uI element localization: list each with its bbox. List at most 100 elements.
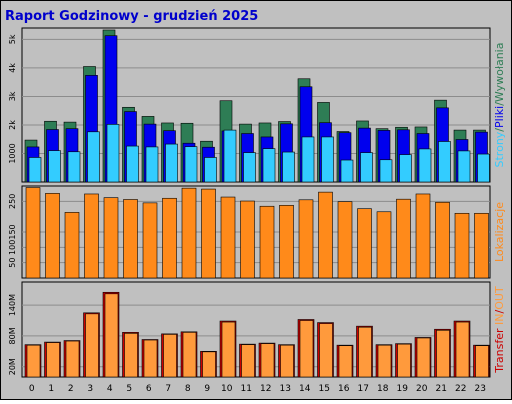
bar-locations-11: [240, 200, 255, 279]
x-tick-label: 17: [358, 384, 369, 394]
y-tick-label: 80M: [8, 327, 17, 344]
bar-locations-22: [454, 212, 470, 279]
x-tick-label: 12: [260, 384, 271, 394]
x-tick-label: 23: [475, 384, 486, 394]
y-tick-label: 140M: [8, 294, 17, 316]
bar-locations-10: [220, 196, 236, 279]
bar-files-21: [438, 141, 451, 183]
y-tick-label: 150: [8, 224, 17, 239]
bar-files-15: [321, 136, 334, 183]
bar-locations-19: [396, 198, 411, 279]
bar-transfer-out-18: [377, 344, 392, 378]
bar-transfer-out-10: [221, 321, 236, 378]
x-tick-label: 7: [165, 384, 171, 394]
bar-files-1: [48, 150, 61, 183]
bar-files-22: [457, 150, 471, 183]
bar-files-23: [477, 153, 490, 183]
bar-locations-17: [357, 208, 372, 279]
bar-locations-3: [84, 193, 99, 279]
bar-files-4: [106, 124, 120, 183]
y-tick-label: 50: [8, 258, 17, 268]
x-tick-label: 3: [87, 384, 93, 394]
y-tick-label: 20M: [8, 358, 17, 375]
x-tick-label: 16: [338, 384, 350, 394]
bar-files-8: [184, 146, 198, 183]
bar-locations-20: [415, 193, 431, 279]
bar-locations-12: [259, 205, 275, 279]
x-tick-label: 1: [48, 384, 54, 394]
x-tick-label: 14: [299, 384, 311, 394]
bar-locations-7: [162, 197, 177, 279]
bar-files-0: [28, 157, 42, 183]
x-tick-label: 22: [455, 384, 466, 394]
x-tick-label: 2: [68, 384, 74, 394]
panel-legend-label: Transfer IN/OUT: [493, 286, 506, 374]
bar-files-19: [399, 154, 412, 183]
bar-files-18: [379, 159, 393, 183]
bar-files-6: [145, 146, 159, 183]
bar-locations-8: [181, 187, 197, 279]
bar-files-2: [67, 151, 81, 183]
x-axis: 0 1 2 3 4 5 6 7 8 9 10 11 12 13 14 15 16 17 18 19 20 21 22 23: [29, 384, 486, 394]
y-tick-label: 4k: [8, 63, 17, 73]
x-tick-label: 21: [436, 384, 447, 394]
bar-files-17: [360, 152, 373, 183]
bar-transfer-out-4: [104, 293, 119, 378]
bar-locations-5: [123, 199, 138, 279]
bar-transfer-out-8: [182, 332, 197, 378]
bar-transfer-out-5: [124, 333, 138, 378]
x-tick-label: 5: [126, 384, 132, 394]
bar-locations-6: [142, 202, 158, 279]
x-tick-label: 15: [319, 384, 330, 394]
bar-files-14: [301, 136, 315, 183]
bar-transfer-out-23: [475, 345, 489, 378]
x-tick-label: 8: [185, 384, 191, 394]
bar-files-5: [126, 145, 139, 183]
panel-frame: [21, 27, 491, 183]
legend-segment: /: [493, 102, 506, 106]
bar-transfer-out-16: [338, 345, 353, 378]
legend-segment: Lokalizacje: [493, 202, 506, 262]
bar-transfer-out-15: [319, 323, 333, 378]
legend-segment: IN: [493, 313, 506, 328]
bar-transfer-out-1: [46, 342, 60, 378]
bar-files-9: [204, 157, 217, 183]
y-tick-label: 1000: [8, 143, 17, 163]
legend-segment: OUT: [493, 286, 506, 310]
panel-frame: [21, 281, 491, 378]
bar-files-10: [223, 129, 237, 183]
y-tick-label: 2k: [8, 120, 17, 130]
bar-transfer-out-20: [416, 337, 431, 378]
bar-locations-13: [279, 205, 294, 279]
bar-locations-21: [435, 201, 450, 279]
y-tick-label: 5k: [8, 34, 17, 44]
bar-transfer-out-9: [202, 351, 216, 378]
bar-transfer-out-17: [358, 326, 372, 378]
bar-transfer-out-21: [436, 329, 450, 378]
x-tick-label: 6: [146, 384, 152, 394]
bar-transfer-out-11: [241, 344, 255, 378]
legend-segment: Transfer: [493, 328, 506, 374]
bar-transfer-out-12: [260, 343, 275, 378]
bar-locations-2: [64, 212, 80, 279]
legend-segment: Wywołania: [493, 43, 506, 103]
y-tick-label: 250: [8, 194, 17, 209]
bar-locations-4: [103, 197, 119, 279]
panel-bottom: 20M 80M 140M Transfer IN/OUT: [8, 281, 506, 378]
bar-transfer-out-6: [143, 339, 158, 378]
bar-locations-15: [318, 191, 333, 279]
bar-locations-0: [25, 187, 41, 279]
x-tick-label: 10: [221, 384, 233, 394]
bar-files-13: [282, 151, 295, 183]
bar-locations-18: [376, 211, 392, 279]
chart-panels: 10002k3k4k5kStrony/Pliki/Wywołania501001…: [8, 27, 506, 378]
legend-segment: Pliki: [493, 106, 506, 128]
x-tick-label: 13: [280, 384, 291, 394]
bar-files-20: [418, 148, 432, 183]
bar-files-12: [262, 148, 276, 183]
x-tick-label: 0: [29, 384, 35, 394]
bar-files-7: [165, 143, 178, 183]
